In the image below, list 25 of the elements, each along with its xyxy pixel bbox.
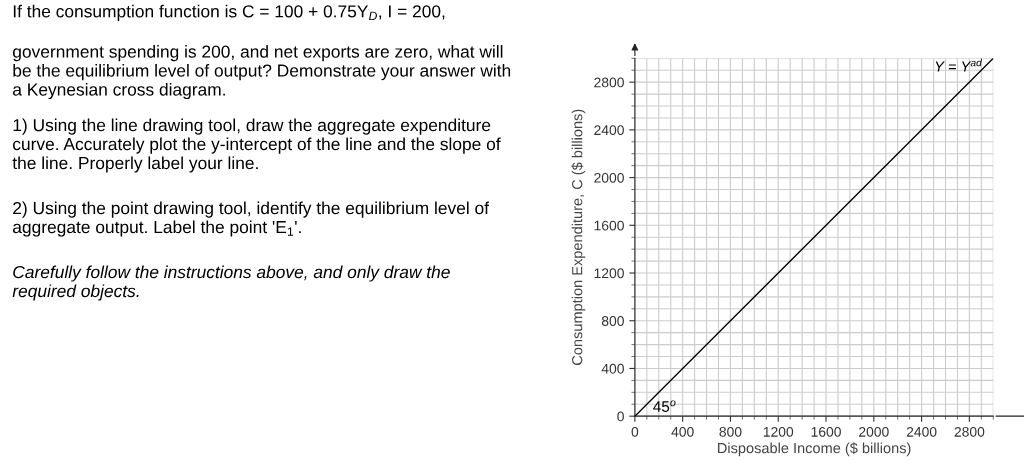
y-tick-label: 1600 [594,220,624,231]
y-tick-label: 2400 [594,125,624,136]
series-label: Y = Y$^{ad}$ [935,58,983,72]
text: If the consumption function is C = 100 + 0.75Y$_{D}$, I = 200, [13,4,445,21]
annotation: 45$^{o}$ [653,400,676,412]
text: government spending is 200, and net exports are zero, what will be the equilibrium level of output? Demonstrate your answer with a Keynesian cross diagram. [13,45,511,100]
x-tick-label: 2000 [859,426,889,437]
x-tick-label: 1600 [811,426,841,437]
y-tick-label: 2800 [594,77,624,88]
x-tick-label: 2800 [954,426,985,437]
x-tick-label: 0 [631,426,639,437]
text: 1) Using the line drawing tool, draw the aggregate expenditure curve. Accurately plot the y-intercept of the line and the slope of the line. Properly label your line. [12,118,501,173]
y-tick-label: 2000 [594,172,624,183]
y-tick-label: 1200 [594,268,624,279]
x-axis-title: Disposable Income ($ billions) [718,442,911,457]
y-tick-label: 0 [617,411,624,422]
x-tick-label: 800 [719,426,742,437]
x-tick-label: 400 [671,426,694,437]
text: Carefully follow the instructions above, and only draw the required objects. [12,265,450,301]
x-tick-label: 1200 [763,426,794,437]
text: 2) Using the point drawing tool, identify the equilibrium level of aggregate output. Label the point 'E$_{1}$'. [13,201,490,237]
y-axis-title: Consumption Expenditure, C ($ billions) [571,109,586,365]
y-tick-label: 400 [601,363,624,374]
x-tick-label: 2400 [906,426,937,437]
y-tick-label: 800 [601,316,624,326]
